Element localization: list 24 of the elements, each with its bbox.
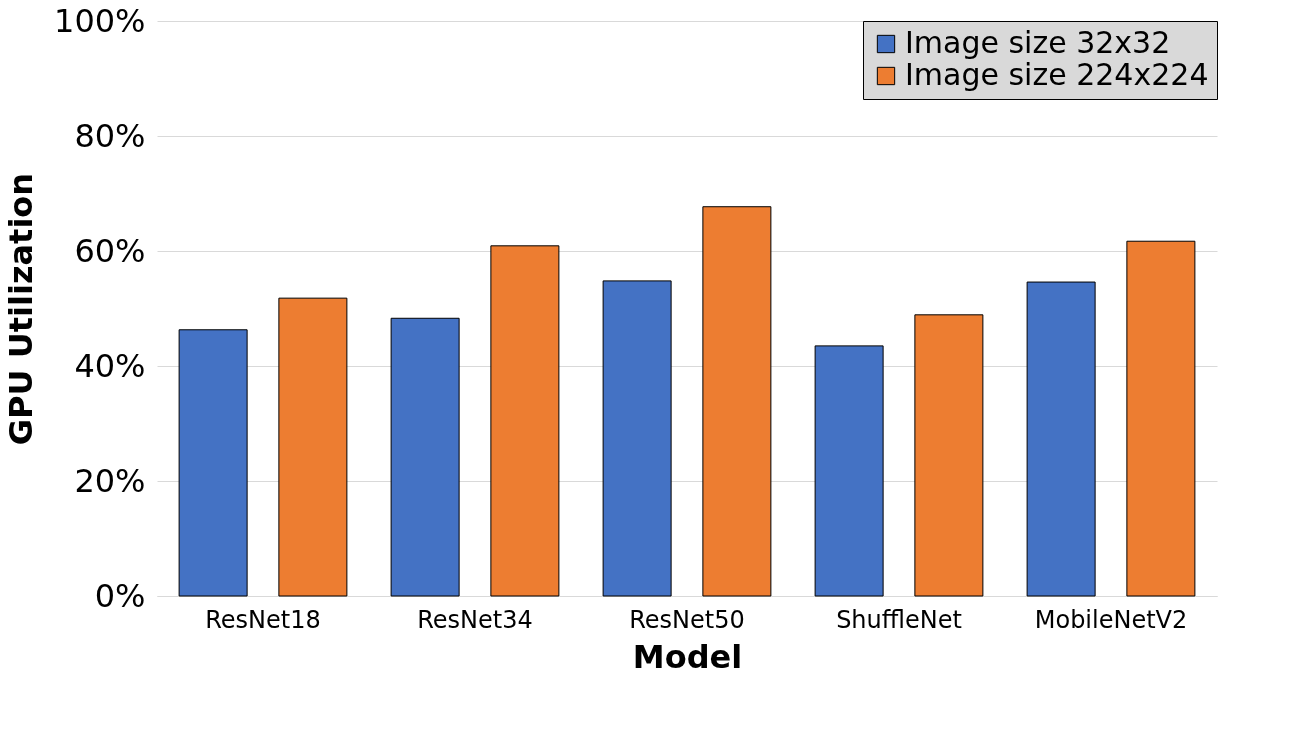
x-tick-label: ResNet50 [629, 605, 745, 634]
y-axis-title: GPU Utilization [2, 172, 41, 446]
x-tick-label: ShuffleNet [836, 605, 962, 634]
bar [914, 314, 984, 597]
bar [1026, 281, 1096, 597]
bar [702, 206, 772, 597]
y-tick-label: 40% [74, 346, 146, 385]
bar [1126, 240, 1196, 597]
bar [490, 245, 560, 597]
y-tick-label: 60% [74, 231, 146, 270]
x-tick-label: ResNet34 [417, 605, 533, 634]
y-tick-label: 20% [74, 461, 146, 500]
bar [602, 280, 672, 597]
bar [278, 297, 348, 597]
bar [814, 345, 884, 597]
y-tick-label: 100% [54, 1, 146, 40]
y-tick-label: 0% [94, 576, 146, 615]
x-axis-title: Model [632, 637, 743, 676]
x-tick-label: ResNet18 [205, 605, 321, 634]
legend-label: Image size 32x32 [905, 25, 1171, 60]
bar [178, 329, 248, 597]
x-tick-label: MobileNetV2 [1034, 605, 1188, 634]
bar [390, 317, 460, 597]
y-tick-label: 80% [74, 116, 146, 155]
